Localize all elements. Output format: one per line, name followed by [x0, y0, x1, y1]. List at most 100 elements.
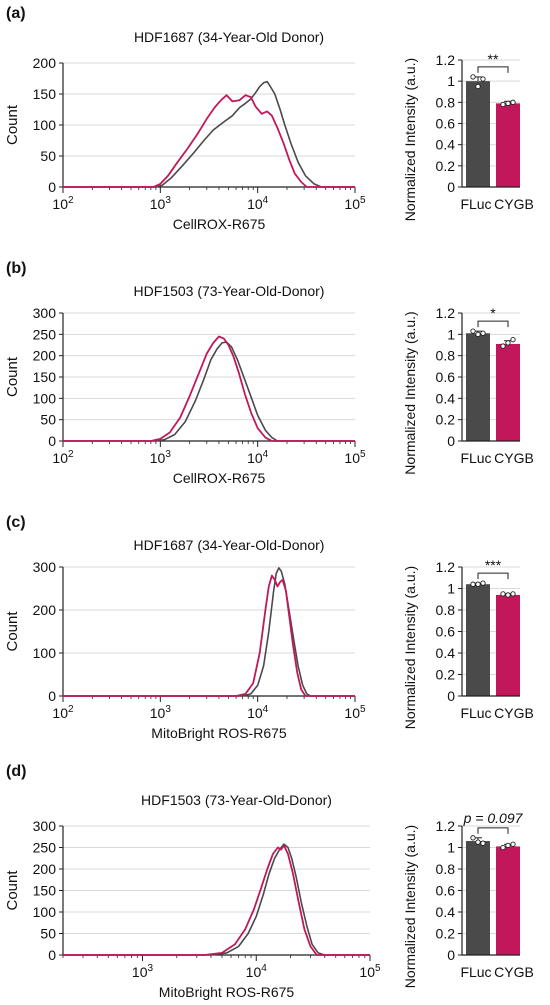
category-label-cygb: CYGB — [494, 450, 534, 466]
x-tick-label: 103 — [150, 195, 172, 212]
bar-cygb — [496, 594, 520, 696]
panel-c: (c) HDF1687 (34-Year-Old-Donor) 0 100 200 300… — [4, 514, 534, 741]
y-tick-label: 150 — [33, 369, 57, 385]
data-point — [510, 591, 516, 597]
y-tick-label: 0.2 — [436, 926, 456, 942]
category-label-fluc: FLuc — [460, 196, 491, 212]
panel-b: (b) HDF1503 (73-Year-Old-Donor) 0 50 100 150 2… — [4, 260, 534, 486]
y-tick-label: 100 — [33, 904, 57, 920]
data-point — [505, 592, 511, 598]
data-point — [470, 74, 476, 80]
y-tick-label: 50 — [40, 148, 56, 164]
series-line-cygb — [63, 94, 355, 188]
chart-title: HDF1687 (34-Year-Old Donor) — [134, 29, 324, 45]
data-point — [500, 591, 506, 597]
histogram: HDF1503 (73-Year-Old-Donor) 0 50 100 150 200 2… — [4, 283, 366, 486]
y-tick-label: 0.2 — [436, 158, 456, 174]
data-point — [510, 99, 516, 105]
y-tick-label: 0 — [48, 947, 56, 963]
y-tick-label: 0.6 — [436, 883, 456, 899]
y-tick-label: 0 — [447, 433, 455, 449]
y-tick-label: 0 — [447, 688, 455, 704]
panel-d: (d) HDF1503 (73-Year-Old-Donor) 0 50 100 150 2… — [4, 763, 534, 1000]
y-tick-label: 0.4 — [436, 904, 456, 920]
bar-cygb — [496, 103, 520, 187]
x-tick-label: 102 — [52, 195, 74, 212]
x-tick-label: 103 — [132, 963, 154, 980]
data-point — [500, 101, 506, 108]
series-line-cygb — [63, 574, 355, 697]
panel-a: (a) HDF1687 (34-Year-Old Donor) 0 50 100 150 2… — [4, 5, 534, 232]
data-point — [480, 330, 486, 336]
x-tick-label: 103 — [150, 449, 172, 466]
bar-chart: 0 0.2 0.4 0.6 0.8 1 1.2 FLuc CYGB *** Normalized I… — [402, 557, 534, 729]
data-point — [505, 100, 511, 107]
y-tick-label: 0.6 — [436, 116, 456, 132]
data-point — [475, 581, 481, 587]
significance-label: * — [490, 305, 496, 321]
bar-fluc — [466, 841, 490, 955]
series-line-cygb — [63, 844, 370, 956]
histogram: HDF1687 (34-Year-Old-Donor) 0 100 200 300 102… — [4, 537, 366, 741]
significance-bracket: ** — [477, 51, 509, 73]
bar-fluc — [466, 333, 490, 441]
x-tick-label: 105 — [344, 704, 366, 721]
data-point — [475, 83, 481, 90]
histogram: HDF1503 (73-Year-Old-Donor) 0 50 100 150 200 2… — [4, 792, 381, 1000]
y-tick-label: 0.2 — [436, 667, 456, 683]
y-tick-label: 0.6 — [436, 624, 456, 640]
significance-label: p = 0.097 — [463, 810, 524, 826]
histogram: HDF1687 (34-Year-Old Donor) 0 50 100 150 200 1… — [4, 29, 366, 232]
y-tick-label: 150 — [33, 883, 57, 899]
x-tick-label: 104 — [246, 963, 268, 980]
y-tick-label: 1.2 — [436, 559, 456, 575]
y-tick-label: 1 — [447, 840, 455, 856]
y-tick-label: 100 — [33, 117, 57, 133]
x-axis-label: CellROX-R675 — [173, 470, 266, 486]
category-label-cygb: CYGB — [494, 964, 534, 980]
data-point — [470, 835, 476, 841]
category-label-cygb: CYGB — [494, 705, 534, 721]
x-tick-label: 104 — [247, 449, 269, 466]
panel-letter: (b) — [6, 260, 26, 277]
significance-bracket: * — [477, 305, 509, 328]
y-axis-label: Count — [4, 356, 21, 397]
y-tick-label: 0.4 — [436, 390, 456, 406]
y-tick-label: 0.8 — [436, 602, 456, 618]
y-tick-label: 50 — [40, 926, 56, 942]
y-tick-label: 0 — [48, 179, 56, 195]
y-tick-label: 0 — [447, 947, 455, 963]
y-tick-label: 1 — [447, 73, 455, 89]
data-point — [470, 581, 476, 587]
y-tick-label: 1 — [447, 326, 455, 342]
x-tick-label: 105 — [344, 195, 366, 212]
chart-title: HDF1687 (34-Year-Old-Donor) — [134, 537, 325, 553]
y-axis-label: Count — [4, 611, 21, 652]
x-tick-label: 102 — [52, 449, 74, 466]
bar-chart: 0 0.2 0.4 0.6 0.8 1 1.2 FLuc CYGB ** Normalized In… — [402, 51, 534, 221]
category-label-cygb: CYGB — [494, 196, 534, 212]
y-axis-label: Count — [4, 870, 21, 911]
bar-fluc — [466, 584, 490, 696]
data-point — [505, 340, 511, 346]
bracket-line — [477, 66, 509, 73]
data-point — [475, 331, 481, 337]
category-label-fluc: FLuc — [460, 964, 491, 980]
x-tick-label: 105 — [344, 449, 366, 466]
bar-chart: 0 0.2 0.4 0.6 0.8 1 1.2 FLuc CYGB * Normalized Int… — [402, 305, 534, 475]
y-tick-label: 0 — [48, 688, 56, 704]
bar-chart: 0 0.2 0.4 0.6 0.8 1 1.2 FLuc CYGB p = 0.097 Normal… — [402, 810, 534, 988]
series-line-fluc — [63, 567, 355, 697]
significance-bracket: p = 0.097 — [463, 810, 524, 834]
data-point — [510, 337, 516, 343]
category-label-fluc: FLuc — [460, 450, 491, 466]
y-tick-label: 150 — [33, 86, 57, 102]
series-line-fluc — [63, 80, 355, 188]
x-tick-label: 105 — [359, 963, 381, 980]
y-tick-label: 0.4 — [436, 137, 456, 153]
y-tick-label: 1.2 — [436, 52, 456, 68]
data-point — [500, 343, 506, 349]
y-tick-label: 0.6 — [436, 369, 456, 385]
y-tick-label: 300 — [33, 559, 57, 575]
